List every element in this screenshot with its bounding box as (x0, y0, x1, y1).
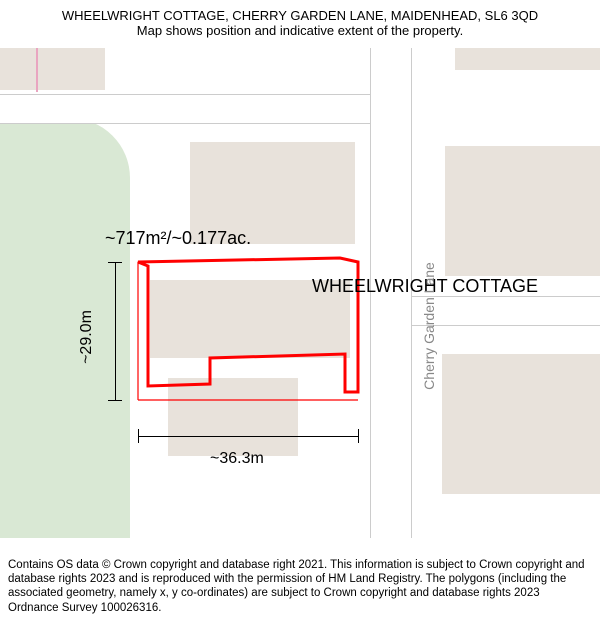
dim-width-label: ~36.3m (210, 450, 264, 468)
building (445, 146, 600, 276)
map-canvas: ~717m²/~0.177ac. WHEELWRIGHT COTTAGE Che… (0, 48, 600, 538)
street-label: Cherry Garden Lane (421, 262, 437, 390)
green-area (0, 118, 130, 538)
building (168, 378, 298, 456)
dim-h-line (138, 436, 358, 437)
dim-v-line (115, 262, 116, 400)
dim-h-tick (358, 429, 359, 443)
page-subtitle: Map shows position and indicative extent… (10, 23, 590, 38)
dim-v-tick (108, 400, 122, 401)
pink-line (36, 48, 38, 92)
area-label: ~717m²/~0.177ac. (105, 228, 251, 249)
dim-h-tick (138, 429, 139, 443)
road-horizontal (0, 94, 370, 124)
copyright-footer: Contains OS data © Crown copyright and d… (0, 552, 600, 625)
building (455, 48, 600, 70)
building (0, 48, 105, 90)
header: WHEELWRIGHT COTTAGE, CHERRY GARDEN LANE,… (0, 0, 600, 40)
road-horizontal (412, 296, 600, 326)
dim-height-label: ~29.0m (78, 310, 96, 364)
building (442, 354, 600, 494)
dim-v-tick (108, 262, 122, 263)
page-title: WHEELWRIGHT COTTAGE, CHERRY GARDEN LANE,… (10, 8, 590, 23)
